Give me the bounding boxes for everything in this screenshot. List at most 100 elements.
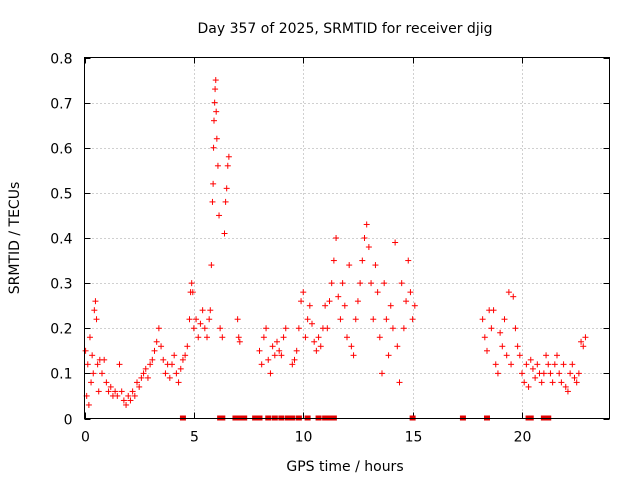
data-point bbox=[385, 352, 392, 359]
x-tick-label: 10 bbox=[295, 430, 313, 446]
data-point bbox=[256, 347, 263, 354]
y-tick-label: 0.1 bbox=[50, 367, 72, 383]
data-point bbox=[324, 325, 331, 332]
data-point bbox=[379, 370, 385, 377]
data-point bbox=[160, 356, 167, 363]
data-point bbox=[222, 198, 229, 205]
data-point bbox=[125, 392, 132, 399]
data-point bbox=[197, 320, 204, 327]
data-point bbox=[136, 383, 143, 390]
data-point bbox=[326, 298, 333, 305]
data-point bbox=[503, 352, 510, 359]
data-point bbox=[354, 298, 361, 305]
data-point bbox=[260, 334, 267, 341]
data-point bbox=[276, 347, 283, 354]
data-point bbox=[95, 388, 102, 395]
data-point bbox=[189, 289, 196, 296]
data-point bbox=[210, 180, 217, 187]
data-point bbox=[543, 352, 550, 359]
data-point bbox=[564, 388, 571, 395]
data-point bbox=[575, 370, 582, 377]
y-axis: 0 0.1 0.2 0.3 0.4 0.5 0.6 0.7 0.8 bbox=[50, 52, 610, 429]
y-tick-label: 0.2 bbox=[50, 322, 72, 338]
y-tick-label: 0 bbox=[64, 413, 73, 429]
data-point bbox=[175, 379, 182, 386]
grid-lines bbox=[84, 57, 610, 419]
data-point bbox=[221, 230, 228, 237]
data-point bbox=[211, 99, 218, 106]
y-tick-label: 0.6 bbox=[50, 142, 72, 158]
data-point bbox=[313, 347, 320, 354]
data-point bbox=[497, 329, 504, 336]
data-point bbox=[89, 352, 96, 359]
data-point bbox=[234, 316, 241, 323]
data-point bbox=[309, 320, 315, 327]
data-point bbox=[225, 153, 232, 160]
data-point bbox=[209, 198, 216, 205]
data-point bbox=[186, 316, 193, 323]
x-tick-label: 15 bbox=[405, 430, 423, 446]
data-points bbox=[82, 77, 589, 408]
x-tick-label: 5 bbox=[190, 430, 199, 446]
data-point bbox=[398, 280, 405, 287]
data-point bbox=[315, 334, 322, 341]
data-point bbox=[479, 316, 486, 323]
data-point bbox=[411, 302, 418, 309]
data-point bbox=[92, 298, 99, 305]
data-point bbox=[94, 361, 101, 368]
data-point bbox=[488, 325, 495, 332]
data-point bbox=[376, 334, 383, 341]
data-point bbox=[335, 293, 342, 300]
data-point bbox=[405, 257, 412, 264]
data-point bbox=[213, 135, 220, 142]
data-point bbox=[501, 316, 508, 323]
data-point bbox=[492, 361, 499, 368]
data-point bbox=[162, 370, 169, 377]
data-point bbox=[333, 235, 340, 241]
data-point bbox=[523, 361, 530, 368]
data-point bbox=[490, 307, 497, 314]
data-point bbox=[274, 338, 280, 345]
data-point bbox=[558, 379, 565, 386]
data-point bbox=[372, 262, 379, 269]
data-point bbox=[269, 343, 276, 350]
data-point bbox=[304, 316, 311, 323]
data-point bbox=[210, 144, 217, 151]
data-point bbox=[208, 262, 215, 269]
data-point bbox=[374, 289, 381, 296]
data-point bbox=[142, 365, 149, 372]
data-point bbox=[158, 343, 165, 350]
x-tick-label: 0 bbox=[81, 430, 90, 446]
data-point bbox=[339, 280, 346, 287]
data-point bbox=[556, 370, 563, 377]
data-point bbox=[217, 325, 224, 332]
data-point bbox=[534, 361, 541, 368]
data-point bbox=[201, 325, 208, 332]
data-point bbox=[407, 289, 414, 296]
data-point bbox=[93, 316, 100, 323]
data-point bbox=[280, 334, 287, 341]
data-point bbox=[300, 289, 307, 296]
data-point bbox=[295, 325, 302, 332]
data-point bbox=[282, 325, 289, 332]
data-point bbox=[144, 374, 151, 381]
data-point bbox=[516, 352, 523, 359]
data-point bbox=[344, 334, 350, 341]
data-point bbox=[211, 117, 217, 124]
data-point bbox=[214, 162, 221, 169]
data-point bbox=[322, 302, 329, 309]
data-point bbox=[114, 392, 121, 399]
data-point bbox=[212, 86, 219, 93]
data-point bbox=[84, 361, 91, 368]
data-point bbox=[525, 383, 532, 390]
data-point bbox=[400, 325, 407, 332]
data-point bbox=[147, 361, 154, 368]
data-point bbox=[554, 352, 560, 359]
data-point bbox=[392, 239, 399, 246]
data-point bbox=[177, 365, 184, 372]
data-point bbox=[540, 370, 547, 377]
data-point bbox=[140, 370, 147, 377]
data-point bbox=[289, 361, 296, 368]
data-point bbox=[357, 280, 364, 287]
data-point bbox=[195, 334, 202, 341]
